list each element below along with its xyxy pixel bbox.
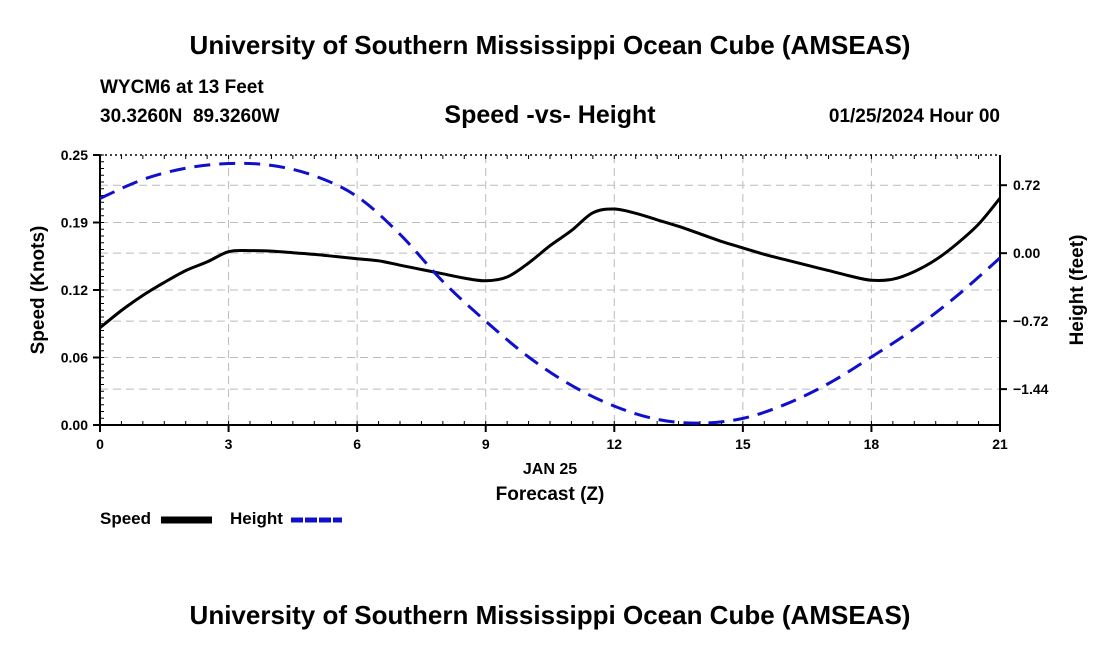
x-tick-label: 9 (482, 436, 490, 452)
y2-tick-label: −1.44 (1013, 381, 1049, 397)
y2-tick-label: 0.72 (1013, 177, 1040, 193)
y-tick-label: 0.25 (61, 147, 88, 163)
y2-tick-label: −0.72 (1013, 313, 1049, 329)
y-tick-label: 0.00 (61, 417, 88, 433)
legend-height: Height (230, 509, 283, 529)
x-tick-label: 18 (864, 436, 880, 452)
x-tick-label: 3 (225, 436, 233, 452)
x-tick-label: 6 (353, 436, 361, 452)
x-axis-label: Forecast (Z) (496, 484, 605, 505)
x-axis-sublabel: JAN 25 (523, 461, 577, 478)
chart-main-title: University of Southern Mississippi Ocean… (189, 30, 911, 60)
height-series-line (99, 161, 1001, 425)
y-tick-label: 0.19 (61, 215, 88, 231)
legend-speed-label: Speed (100, 509, 152, 528)
speed-series-line (99, 197, 1002, 329)
chart-subtitle: Speed -vs- Height (444, 101, 656, 129)
x-tick-label: 21 (992, 436, 1008, 452)
station-label: WYCM6 at 13 Feet (100, 77, 264, 98)
forecast-timestamp: 01/25/2024 Hour 00 (828, 106, 1000, 127)
legend-height-label: Height (230, 509, 283, 528)
y-tick-label: 0.06 (61, 350, 88, 366)
x-tick-label: 0 (96, 436, 104, 452)
station-coords: 30.3260N 89.3260W (100, 106, 280, 127)
footer-title: University of Southern Mississippi Ocean… (189, 600, 911, 630)
x-tick-label: 12 (606, 436, 622, 452)
y2-axis-label: Height (feet) (1067, 235, 1088, 346)
y2-tick-label: 0.00 (1013, 245, 1040, 261)
x-tick-label: 15 (735, 436, 751, 452)
legend: Speed (100, 509, 151, 529)
y-axis-label: Speed (Knots) (28, 226, 49, 355)
y-tick-label: 0.12 (61, 282, 88, 298)
